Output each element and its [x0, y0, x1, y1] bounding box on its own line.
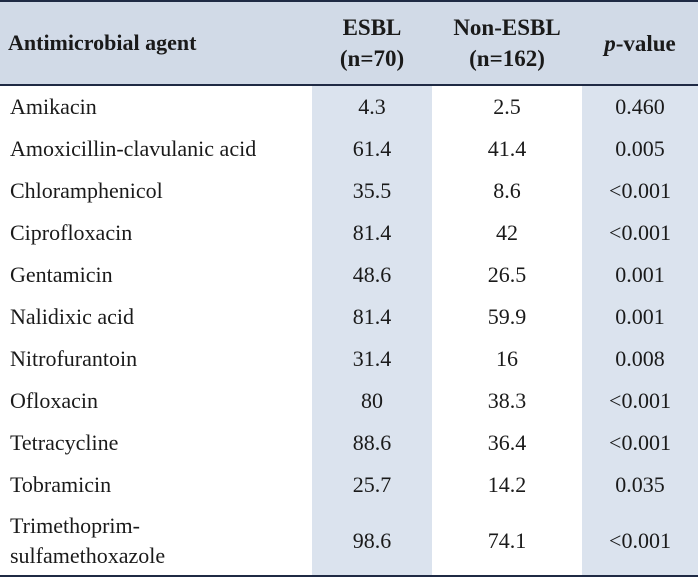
esbl-cell: 35.5: [312, 170, 432, 212]
pvalue-cell: <0.001: [582, 506, 698, 577]
pvalue-cell: 0.008: [582, 338, 698, 380]
esbl-cell: 98.6: [312, 506, 432, 577]
table-row: Chloramphenicol 35.5 8.6 <0.001: [0, 170, 698, 212]
agent-cell-line1: Trimethoprim-: [10, 512, 140, 538]
pvalue-cell: <0.001: [582, 170, 698, 212]
nonesbl-cell: 16: [496, 346, 518, 371]
nonesbl-cell: 2.5: [493, 94, 521, 119]
header-pvalue-p: p: [604, 30, 616, 56]
agent-cell: Gentamicin: [10, 262, 113, 287]
header-esbl-title: ESBL: [342, 15, 402, 40]
agent-cell: Amikacin: [10, 94, 97, 119]
agent-cell: Ofloxacin: [10, 388, 98, 413]
esbl-cell: 31.4: [312, 338, 432, 380]
agent-cell: Ciprofloxacin: [10, 220, 133, 245]
agent-cell: Amoxicillin-clavulanic acid: [10, 136, 257, 161]
esbl-cell: 25.7: [312, 464, 432, 506]
header-agent: Antimicrobial agent: [8, 30, 197, 55]
esbl-cell: 81.4: [312, 212, 432, 254]
pvalue-cell: 0.001: [582, 296, 698, 338]
agent-cell: Nitrofurantoin: [10, 346, 138, 371]
table-row: Tetracycline 88.6 36.4 <0.001: [0, 422, 698, 464]
agent-cell: Chloramphenicol: [10, 178, 163, 203]
header-pvalue: p-value: [582, 1, 698, 85]
table-row: Trimethoprim- sulfamethoxazole 98.6 74.1…: [0, 506, 698, 577]
esbl-cell: 81.4: [312, 296, 432, 338]
table-row: Amoxicillin-clavulanic acid 61.4 41.4 0.…: [0, 128, 698, 170]
table-row: Gentamicin 48.6 26.5 0.001: [0, 254, 698, 296]
nonesbl-cell: 41.4: [487, 136, 527, 161]
esbl-cell: 4.3: [312, 85, 432, 128]
table-row: Nitrofurantoin 31.4 16 0.008: [0, 338, 698, 380]
nonesbl-cell: 26.5: [487, 262, 527, 287]
pvalue-cell: 0.460: [582, 85, 698, 128]
pvalue-cell: <0.001: [582, 212, 698, 254]
header-esbl: ESBL (n=70): [312, 1, 432, 85]
header-esbl-count: (n=70): [339, 46, 405, 71]
agent-cell: Tetracycline: [10, 430, 119, 455]
esbl-cell: 61.4: [312, 128, 432, 170]
table-header: Antimicrobial agent ESBL (n=70) Non-ESBL…: [0, 1, 698, 85]
pvalue-cell: <0.001: [582, 422, 698, 464]
nonesbl-cell: 14.2: [487, 472, 527, 497]
pvalue-cell: 0.035: [582, 464, 698, 506]
table-row: Tobramicin 25.7 14.2 0.035: [0, 464, 698, 506]
header-nonesbl-count: (n=162): [469, 46, 545, 71]
table-row: Ofloxacin 80 38.3 <0.001: [0, 380, 698, 422]
nonesbl-cell: 38.3: [487, 388, 527, 413]
nonesbl-cell: 42: [496, 220, 518, 245]
nonesbl-cell: 59.9: [487, 304, 527, 329]
nonesbl-cell: 36.4: [487, 430, 527, 455]
esbl-cell: 88.6: [312, 422, 432, 464]
esbl-cell: 48.6: [312, 254, 432, 296]
table-body: Amikacin 4.3 2.5 0.460 Amoxicillin-clavu…: [0, 85, 698, 577]
agent-cell: Nalidixic acid: [10, 304, 135, 329]
header-nonesbl: Non-ESBL (n=162): [432, 1, 582, 85]
table-row: Ciprofloxacin 81.4 42 <0.001: [0, 212, 698, 254]
table-row: Nalidixic acid 81.4 59.9 0.001: [0, 296, 698, 338]
header-nonesbl-title: Non-ESBL: [453, 15, 561, 40]
table-row: Amikacin 4.3 2.5 0.460: [0, 85, 698, 128]
header-row: Antimicrobial agent ESBL (n=70) Non-ESBL…: [0, 1, 698, 85]
pvalue-cell: <0.001: [582, 380, 698, 422]
agent-cell: Trimethoprim- sulfamethoxazole: [0, 506, 312, 577]
nonesbl-cell: 74.1: [432, 506, 582, 577]
nonesbl-cell: 8.6: [493, 178, 521, 203]
esbl-cell: 80: [312, 380, 432, 422]
pvalue-cell: 0.001: [582, 254, 698, 296]
agent-cell: Tobramicin: [10, 472, 112, 497]
pvalue-cell: 0.005: [582, 128, 698, 170]
header-pvalue-rest: -value: [615, 30, 676, 56]
agent-cell-line2: sulfamethoxazole: [10, 542, 166, 568]
